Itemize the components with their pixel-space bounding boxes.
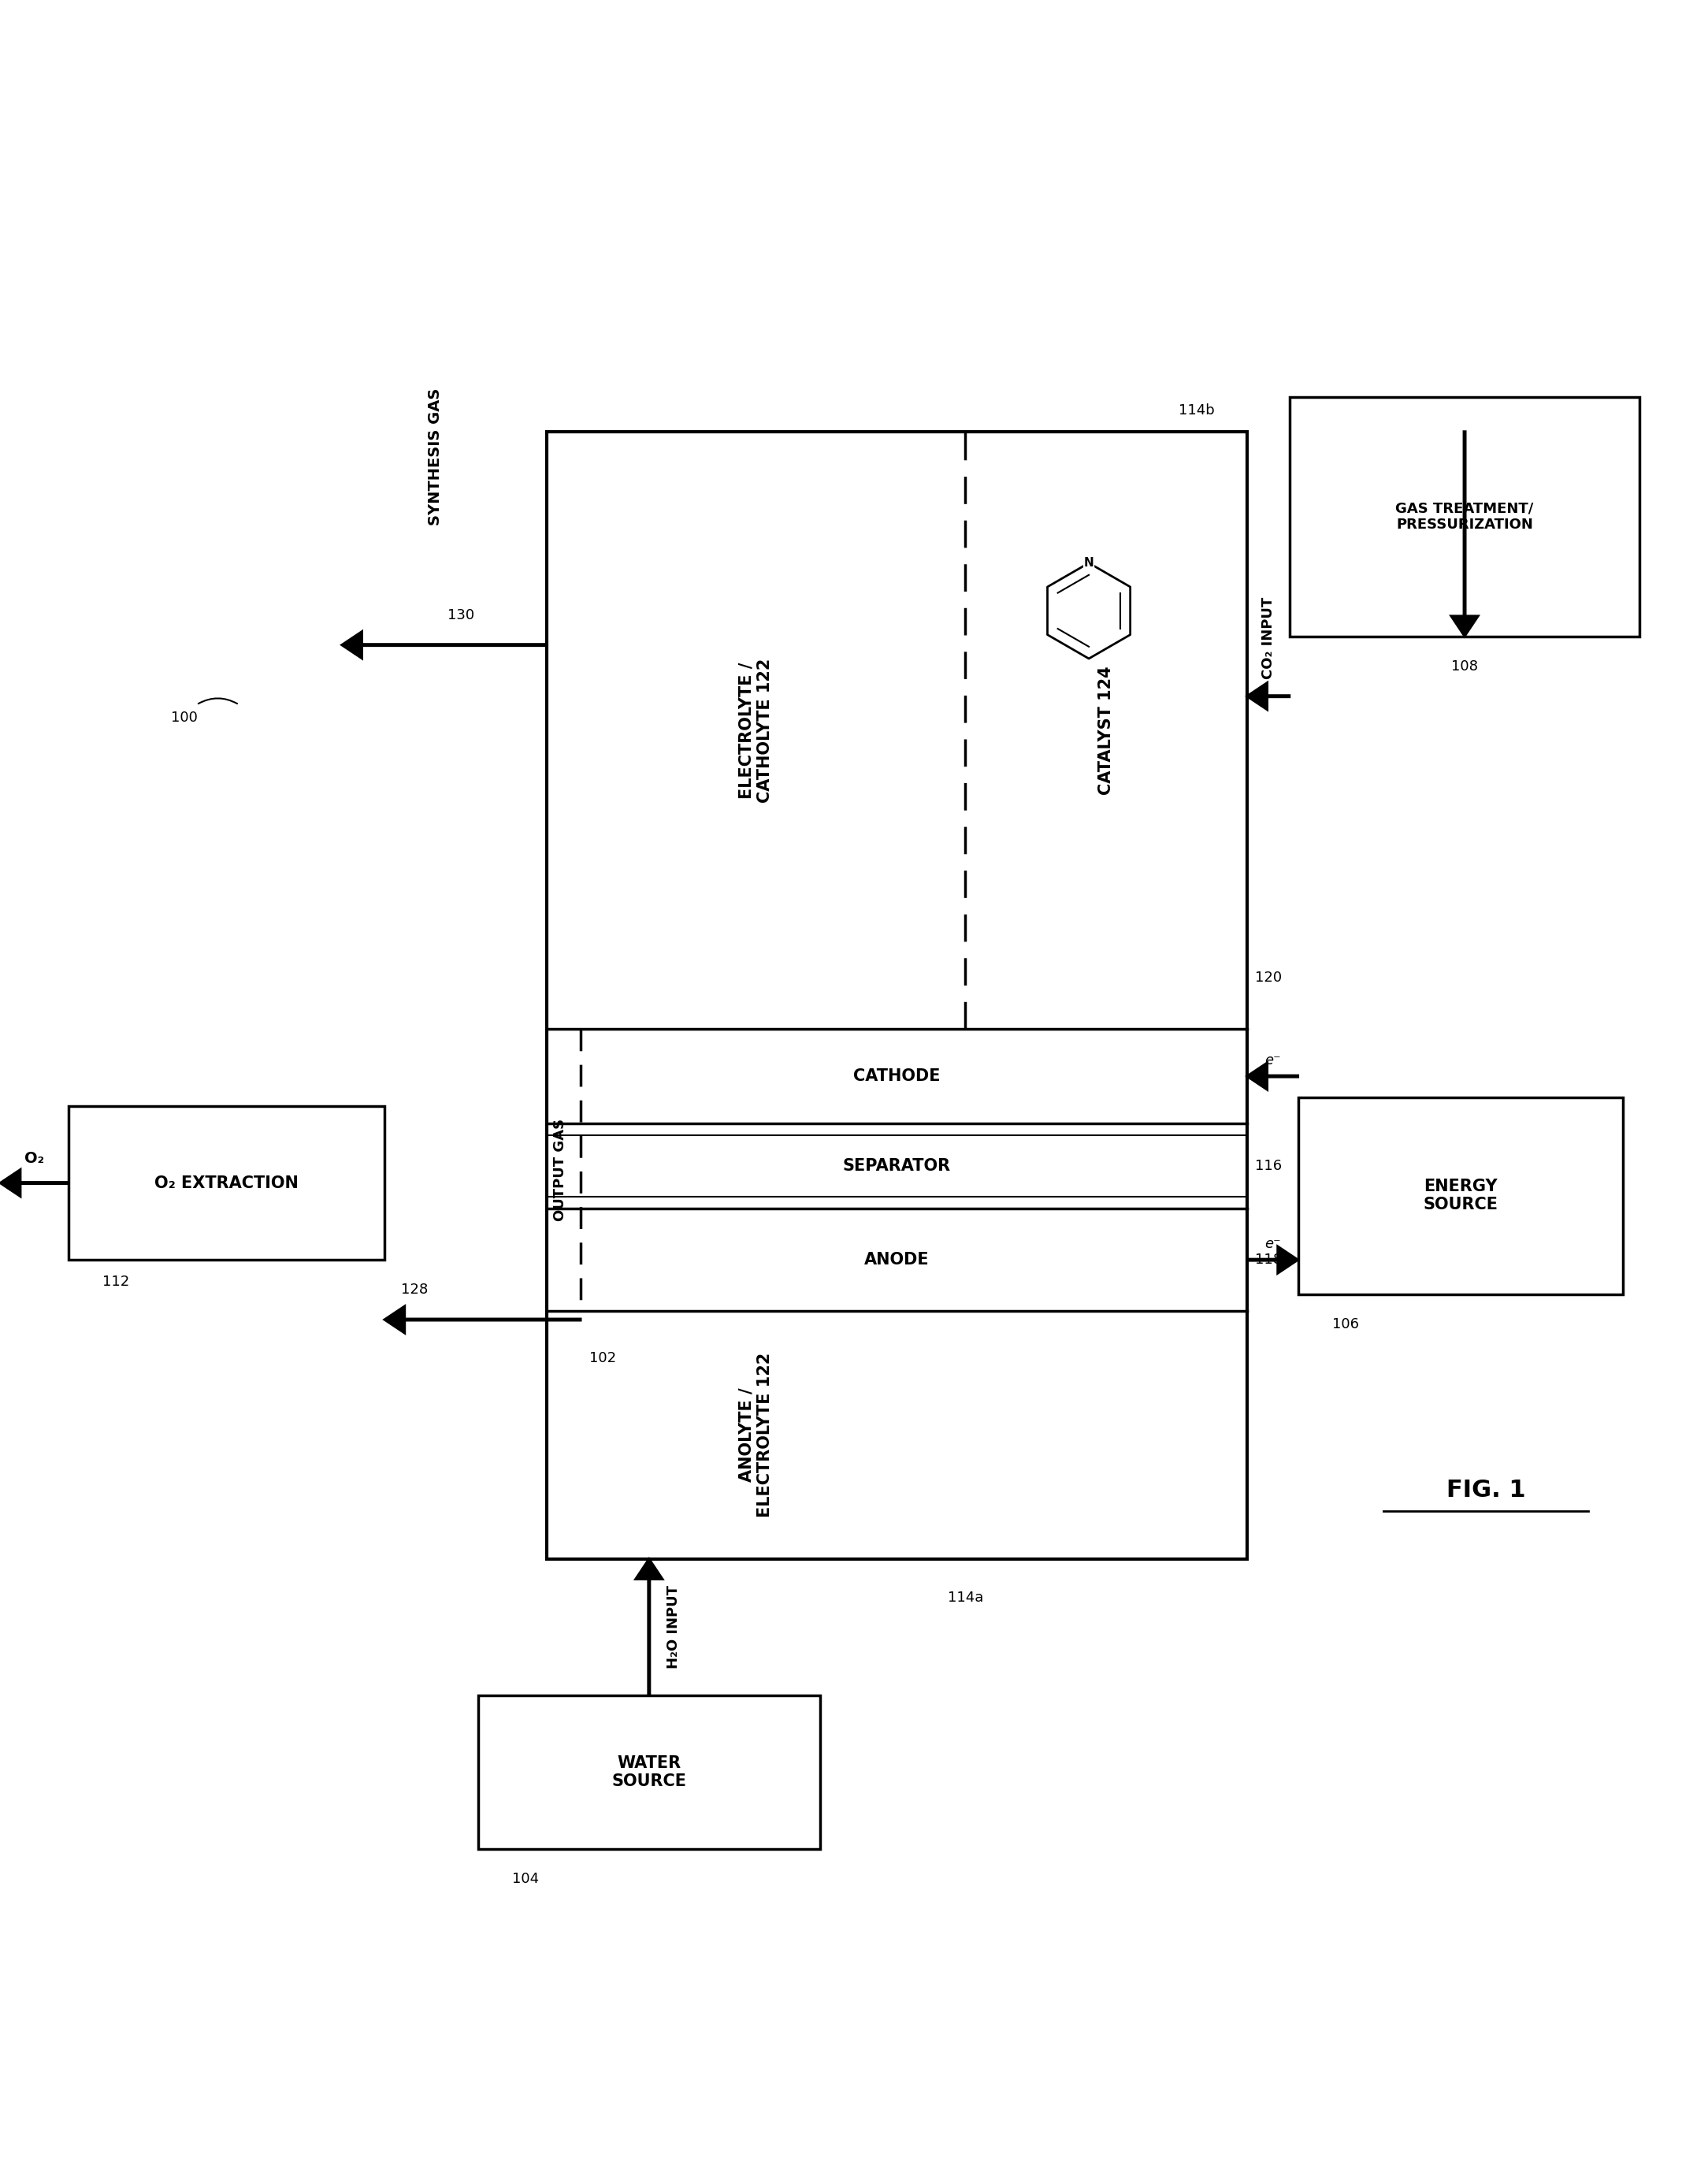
Text: H₂O INPUT: H₂O INPUT [666,1586,680,1668]
Text: 104: 104 [512,1871,540,1887]
FancyArrow shape [342,631,547,659]
Text: 118: 118 [1255,1253,1283,1266]
Text: N: N [1085,558,1093,568]
Text: CATALYST 124: CATALYST 124 [1098,666,1114,795]
Text: SYNTHESIS GAS: SYNTHESIS GAS [429,389,442,525]
FancyArrow shape [1247,1063,1298,1089]
FancyArrow shape [0,1169,68,1197]
Text: GAS TREATMENT/
PRESSURIZATION: GAS TREATMENT/ PRESSURIZATION [1395,501,1534,532]
Text: 100: 100 [171,711,198,724]
Text: 130: 130 [447,607,475,622]
Text: 114a: 114a [948,1590,984,1606]
FancyArrow shape [1247,1247,1298,1273]
Text: WATER
SOURCE: WATER SOURCE [611,1755,687,1789]
Bar [68,1106,384,1260]
Text: ANODE: ANODE [864,1251,929,1269]
Text: 112: 112 [102,1275,130,1288]
Text: O₂: O₂ [24,1152,44,1167]
Text: e⁻: e⁻ [1264,1236,1281,1251]
Text: 128: 128 [401,1284,429,1297]
FancyArrow shape [1452,432,1477,637]
Text: FIG. 1: FIG. 1 [1447,1478,1525,1502]
Text: CO₂ INPUT: CO₂ INPUT [1261,596,1276,679]
Text: 116: 116 [1255,1158,1283,1173]
Text: ANOLYTE /
ELECTROLYTE 122: ANOLYTE / ELECTROLYTE 122 [740,1353,772,1517]
Text: CATHODE: CATHODE [854,1068,939,1085]
Bar [1298,1098,1623,1294]
FancyArrow shape [384,1305,581,1333]
FancyArrow shape [635,1558,663,1696]
Bar [478,1696,820,1850]
Bar [547,432,1247,1558]
FancyArrow shape [1247,683,1290,709]
Text: ELECTROLYTE /
CATHOLYTE 122: ELECTROLYTE / CATHOLYTE 122 [740,659,772,802]
Text: 120: 120 [1255,970,1283,985]
Text: SEPARATOR: SEPARATOR [842,1158,951,1173]
Text: 108: 108 [1452,659,1477,674]
Text: e⁻: e⁻ [1264,1055,1281,1068]
Text: ENERGY
SOURCE: ENERGY SOURCE [1423,1178,1498,1212]
Text: 114b: 114b [1179,404,1214,417]
Text: 106: 106 [1332,1318,1360,1331]
Bar [1290,398,1640,637]
Text: 102: 102 [589,1351,617,1366]
Text: OUTPUT GAS: OUTPUT GAS [553,1119,567,1221]
Text: O₂ EXTRACTION: O₂ EXTRACTION [154,1176,299,1191]
